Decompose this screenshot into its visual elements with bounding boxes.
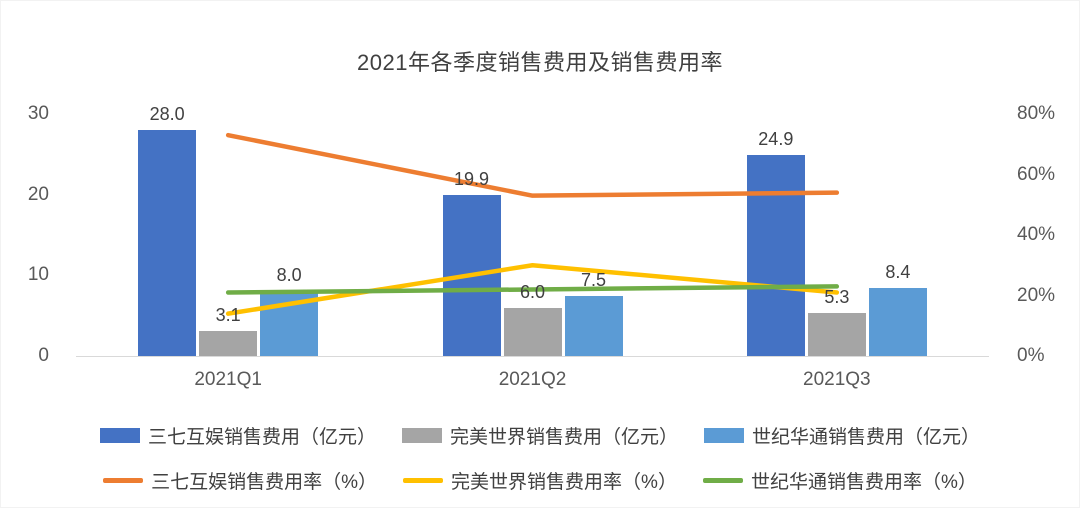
y-axis-right-tick-label: 60% [1017, 163, 1056, 185]
legend-swatch [99, 427, 140, 443]
bar-series1-2021Q3 [807, 313, 866, 356]
legend-swatch [403, 477, 444, 483]
y-axis-left-tick-label: 0 [38, 345, 49, 366]
bar-series0-2021Q2 [442, 195, 501, 356]
chart-title: 2021年各季度销售费用及销售费用率 [357, 50, 723, 75]
bar-series0-2021Q3 [746, 155, 805, 356]
legend-item: 世纪华通销售费用率（%） [702, 467, 977, 494]
y-axis-right-tick-label: 40% [1017, 224, 1056, 245]
x-axis-category-label: 2021Q3 [803, 369, 871, 390]
legend-label: 世纪华通销售费用（亿元） [752, 426, 981, 448]
legend-item: 完美世界销售费用率（%） [403, 467, 677, 494]
bar-series0-2021Q1 [138, 130, 197, 356]
legend-label: 完美世界销售费用率（%） [451, 471, 677, 493]
bar-value-label: 24.9 [758, 129, 794, 150]
legend-swatch [401, 427, 442, 443]
legend-label: 世纪华通销售费用率（%） [750, 471, 977, 493]
bar-series1-2021Q1 [199, 330, 258, 356]
legend-item: 完美世界销售费用（亿元） [401, 422, 678, 449]
x-axis-category-label: 2021Q1 [194, 369, 262, 390]
legend-row-lines: 三七互娱销售费用率（%） 完美世界销售费用率（%） 世纪华通销售费用率（%） [1, 466, 1079, 494]
legend-swatch [702, 477, 743, 483]
legend-swatch [103, 477, 144, 483]
legend-label: 三七互娱销售费用率（%） [151, 471, 378, 493]
bar-value-label: 19.9 [453, 169, 490, 190]
y-axis-right-tick-label: 80% [1017, 103, 1056, 124]
legend-label: 完美世界销售费用（亿元） [449, 426, 678, 448]
bar-value-label: 5.3 [824, 287, 850, 308]
y-axis-right-tick-label: 0% [1017, 345, 1045, 366]
legend-swatch [704, 427, 744, 443]
legend: 三七互娱销售费用（亿元） 完美世界销售费用（亿元） 世纪华通销售费用（亿元） 三七互娱… [1, 421, 1079, 507]
bar-series2-2021Q3 [868, 288, 927, 356]
bar-series1-2021Q2 [503, 307, 562, 356]
bar-value-label: 8.0 [276, 265, 302, 286]
bar-value-label: 7.5 [580, 269, 607, 290]
bar-series2-2021Q2 [564, 295, 623, 356]
legend-item: 三七互娱销售费用率（%） [103, 467, 377, 494]
y-axis-left-tick-label: 30 [27, 103, 49, 124]
legend-item: 世纪华通销售费用（亿元） [704, 422, 980, 449]
x-axis-line [76, 356, 989, 357]
bar-value-label: 8.4 [885, 262, 911, 283]
legend-label: 三七互娱销售费用（亿元） [147, 426, 376, 448]
y-axis-right-tick-label: 20% [1017, 284, 1056, 306]
y-axis-left-tick-label: 20 [27, 183, 49, 205]
bar-value-label: 3.1 [215, 304, 241, 325]
y-axis-left-tick-label: 10 [27, 264, 49, 286]
legend-row-bars: 三七互娱销售费用（亿元） 完美世界销售费用（亿元） 世纪华通销售费用（亿元） [1, 421, 1079, 449]
x-axis-category-label: 2021Q2 [498, 369, 567, 390]
legend-item: 三七互娱销售费用（亿元） [99, 422, 376, 449]
bar-value-label: 28.0 [149, 104, 185, 125]
